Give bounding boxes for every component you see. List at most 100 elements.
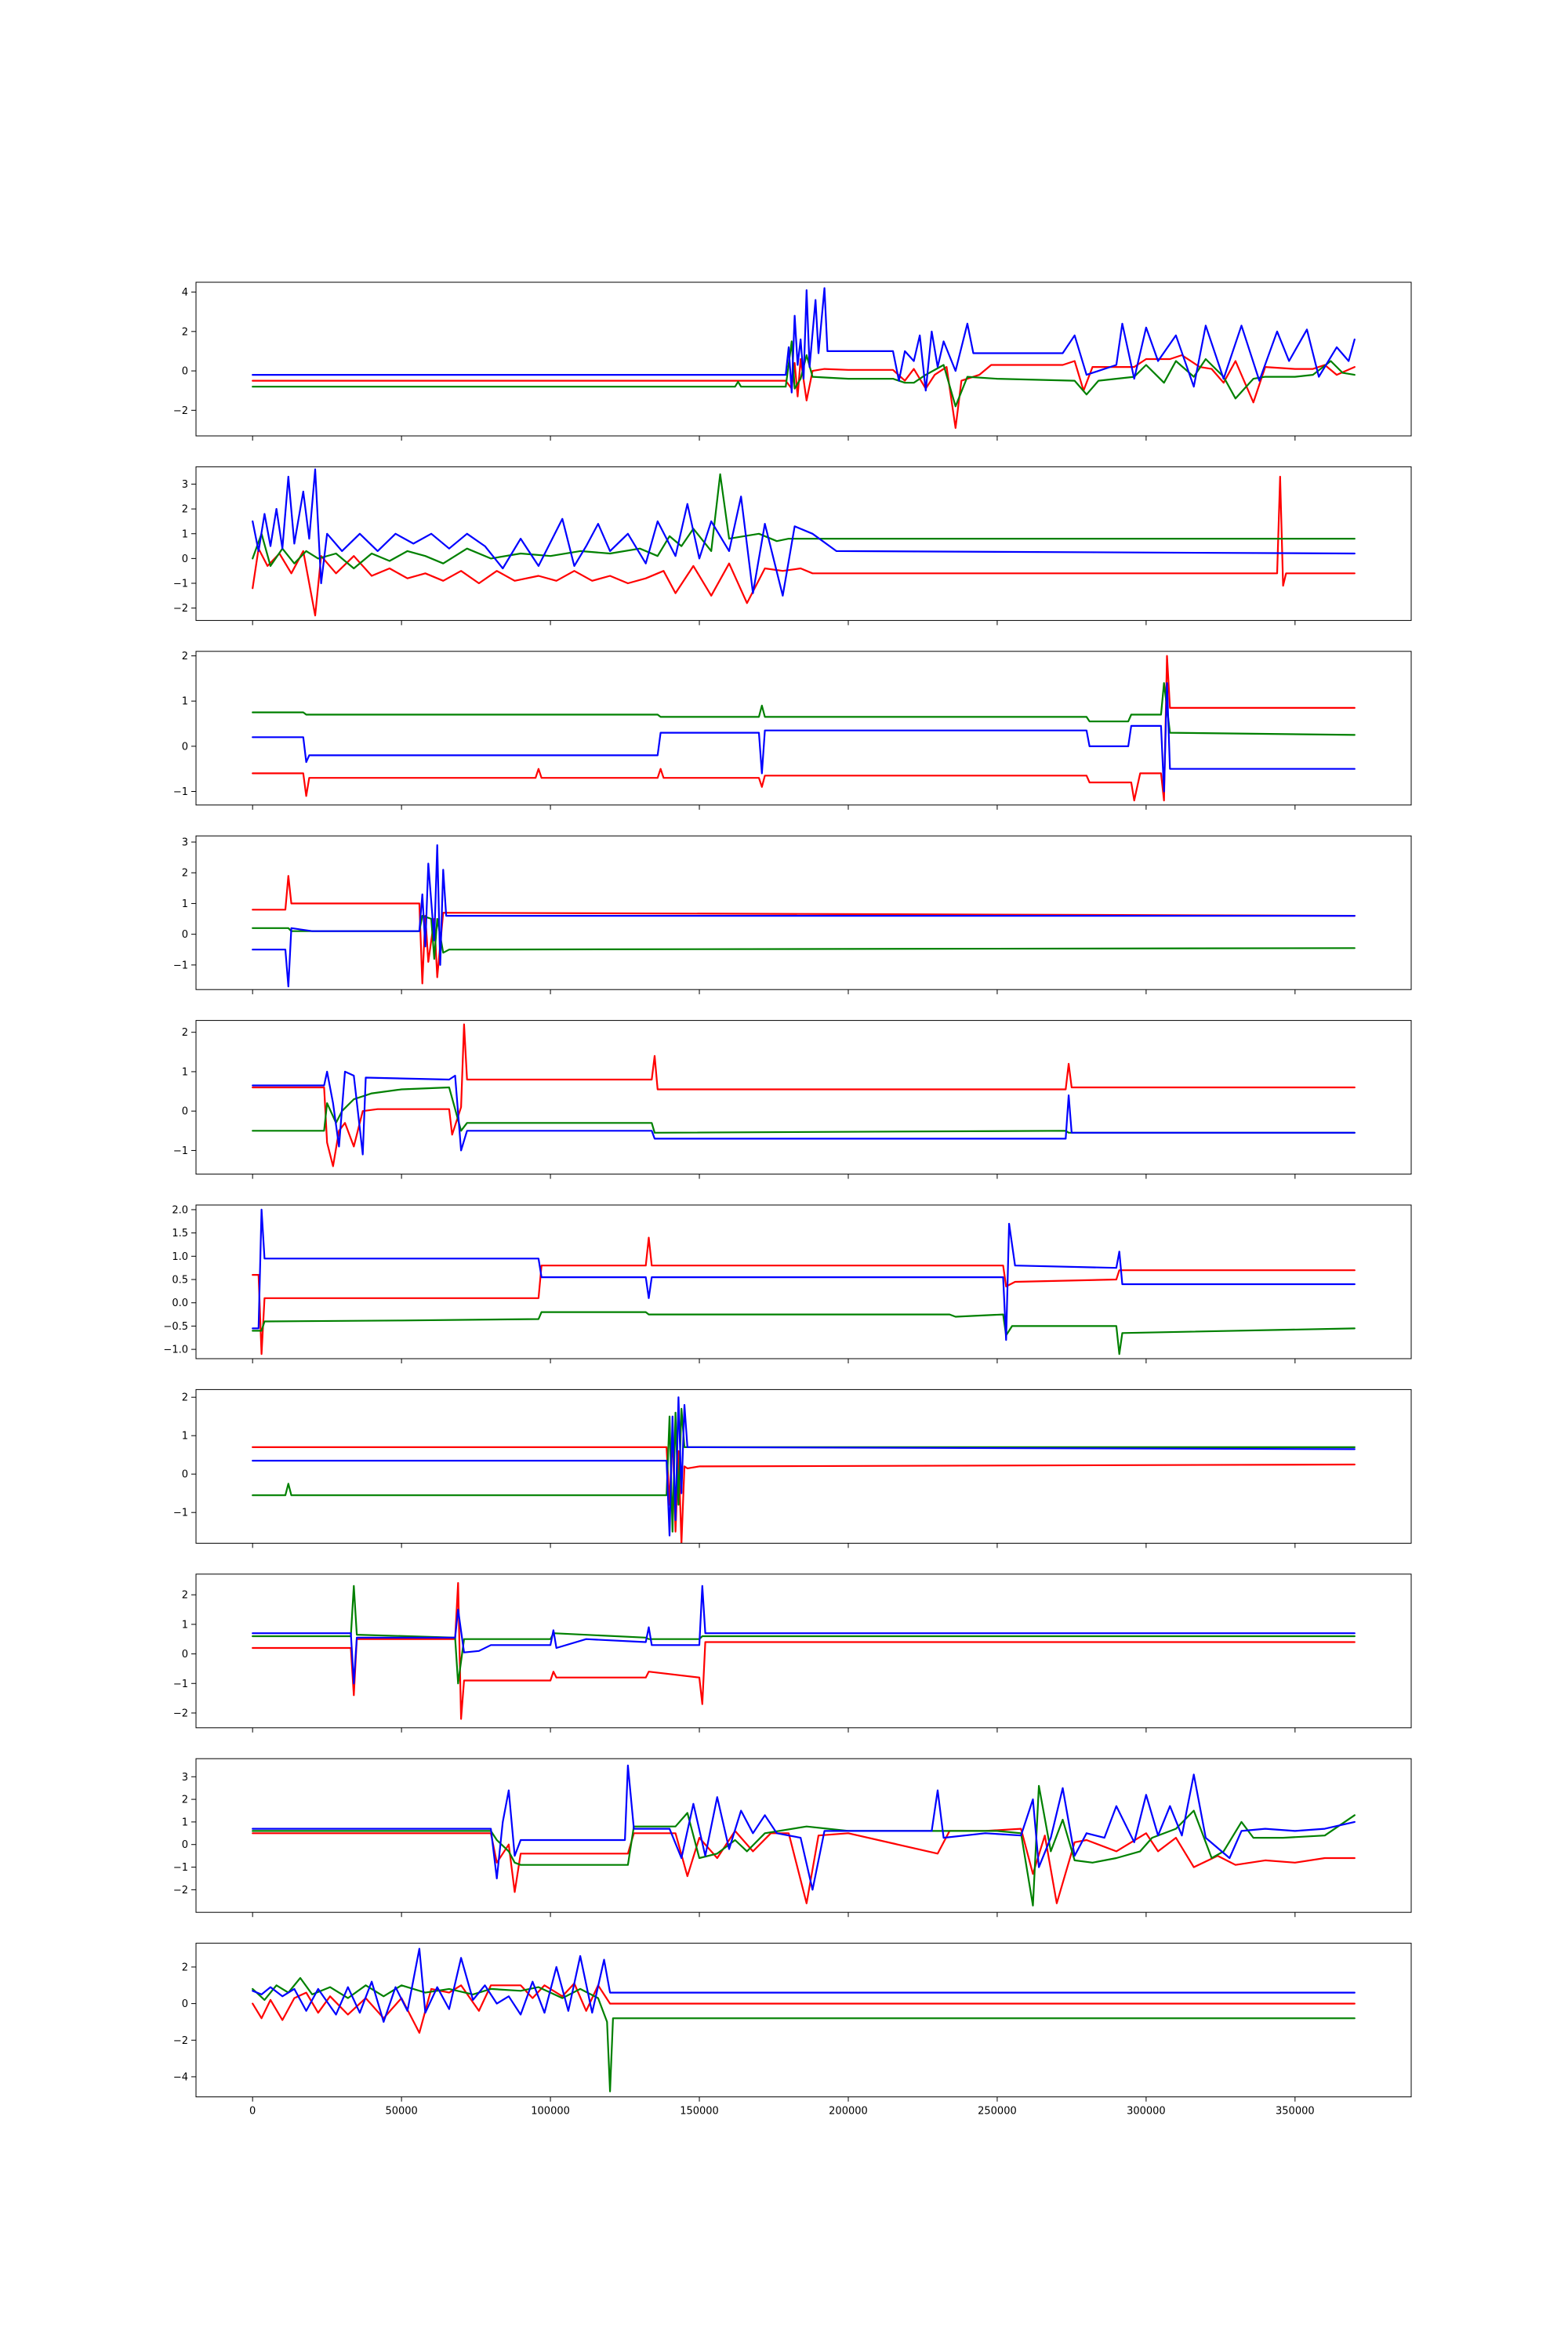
- y-tick-label: −2: [173, 405, 188, 417]
- y-tick-label: 1.5: [172, 1228, 188, 1240]
- y-tick-label: 0: [182, 1998, 188, 2010]
- y-tick-label: 2: [182, 868, 188, 880]
- y-tick-label: −2: [173, 1708, 188, 1719]
- series-line-blue: [252, 682, 1356, 793]
- series-line-green: [252, 682, 1356, 736]
- x-tick-label: 50000: [385, 2106, 417, 2118]
- x-tick-label: 150000: [680, 2106, 719, 2118]
- axes-frame: [195, 1388, 1412, 1544]
- y-tick-label: 1: [182, 696, 188, 708]
- subplot-10: −4 −2 0 2: [173, 1943, 1412, 2102]
- y-tick-label: 1: [182, 1431, 188, 1443]
- subplot-7: −1 0 1 2: [173, 1388, 1412, 1548]
- series-line-blue: [252, 1208, 1356, 1341]
- y-tick-label: 4: [182, 287, 188, 299]
- y-tick-label: 1: [182, 1066, 188, 1078]
- subplot-1: −2 0 2 4: [173, 281, 1412, 441]
- y-tick-label: 1: [182, 1817, 188, 1828]
- series-line-red: [252, 655, 1356, 802]
- y-tick-label: −1: [173, 1145, 188, 1157]
- y-tick-label: 3: [182, 1772, 188, 1784]
- y-tick-label: −1: [173, 1862, 188, 1874]
- axes-frame: [195, 651, 1412, 806]
- y-tick-label: −2: [173, 1885, 188, 1896]
- y-tick-label: 0: [182, 929, 188, 941]
- y-tick-label: 0: [182, 366, 188, 378]
- series-line-green: [252, 473, 1356, 570]
- y-tick-label: −1: [173, 960, 188, 971]
- series-line-blue: [252, 1764, 1356, 1891]
- y-tick-label: 2: [182, 1962, 188, 1973]
- y-tick-label: 3: [182, 479, 188, 491]
- y-tick-label: 2: [182, 504, 188, 516]
- series-line-blue: [252, 287, 1356, 394]
- series-line-blue: [252, 844, 1356, 988]
- y-tick-label: −4: [173, 2071, 188, 2083]
- series-line-blue: [252, 468, 1356, 597]
- series-group: [252, 1947, 1356, 2092]
- y-tick-label: 1.0: [172, 1251, 188, 1263]
- x-tick-label: 100000: [531, 2106, 570, 2118]
- series-line-blue: [252, 1396, 1356, 1537]
- x-tick-label: 200000: [829, 2106, 868, 2118]
- y-tick-label: 1: [182, 1619, 188, 1631]
- y-tick-label: 0: [182, 741, 188, 753]
- y-tick-label: 2: [182, 1590, 188, 1602]
- series-group: [252, 655, 1356, 802]
- y-tick-label: 0: [182, 1106, 188, 1118]
- axes-frame: [195, 466, 1412, 621]
- series-group: [252, 844, 1356, 988]
- subplot-stack: −2 0 2 4 −2 −1 0 1 2 3 −1 0 1 2 −1 0 1 2 3 −1 0 1 2 −1.0 −0.5 0.0…: [163, 281, 1412, 2102]
- x-tick-label: 350000: [1276, 2106, 1315, 2118]
- subplot-6: −1.0 −0.5 0.0 0.5 1.0 1.5 2.0: [163, 1204, 1412, 1363]
- shared-x-axis: 0 50000 100000 150000 200000 250000 300000 3500…: [249, 2106, 1315, 2118]
- axes-frame: [195, 1204, 1412, 1359]
- subplot-9: −2 −1 0 1 2 3: [173, 1758, 1412, 1918]
- series-line-green: [252, 1584, 1356, 1685]
- series-line-green: [252, 1976, 1356, 2092]
- series-group: [252, 1396, 1356, 1544]
- y-tick-label: −2: [173, 603, 188, 615]
- axes-frame: [195, 835, 1412, 990]
- series-group: [252, 1208, 1356, 1356]
- axes-frame: [195, 1020, 1412, 1175]
- series-line-blue: [252, 1070, 1356, 1156]
- subplot-3: −1 0 1 2: [173, 651, 1412, 810]
- series-line-blue: [252, 1584, 1356, 1685]
- y-tick-label: 0: [182, 1469, 188, 1481]
- y-tick-label: 2: [182, 326, 188, 338]
- series-line-green: [252, 1086, 1356, 1134]
- y-tick-label: −1: [173, 786, 188, 798]
- series-line-green: [252, 1311, 1356, 1356]
- series-line-green: [252, 1784, 1356, 1907]
- y-tick-label: 1: [182, 898, 188, 910]
- y-tick-label: 3: [182, 837, 188, 849]
- y-tick-label: 2: [182, 1392, 188, 1404]
- series-line-red: [252, 1431, 1356, 1544]
- series-line-green: [252, 340, 1356, 408]
- series-group: [252, 287, 1356, 429]
- series-line-red: [252, 875, 1356, 985]
- series-line-red: [252, 1023, 1356, 1167]
- subplot-4: −1 0 1 2 3: [173, 835, 1412, 995]
- series-group: [252, 468, 1356, 617]
- y-tick-label: −2: [173, 2035, 188, 2047]
- y-tick-label: 1: [182, 528, 188, 540]
- y-tick-label: −1: [173, 1679, 188, 1690]
- axes-frame: [195, 1943, 1412, 2098]
- series-group: [252, 1764, 1356, 1907]
- y-tick-label: 2.0: [172, 1204, 188, 1216]
- series-line-blue: [252, 1947, 1356, 2023]
- axes-frame: [195, 1758, 1412, 1913]
- x-tick-label: 250000: [978, 2106, 1017, 2118]
- y-tick-label: −1: [173, 1508, 188, 1519]
- subplot-2: −2 −1 0 1 2 3: [173, 466, 1412, 626]
- y-tick-label: 0: [182, 1649, 188, 1661]
- y-tick-label: 0: [182, 1839, 188, 1851]
- y-tick-label: −1: [173, 578, 188, 590]
- axes-frame: [195, 1573, 1412, 1729]
- axes-frame: [195, 281, 1412, 437]
- series-group: [252, 1023, 1356, 1167]
